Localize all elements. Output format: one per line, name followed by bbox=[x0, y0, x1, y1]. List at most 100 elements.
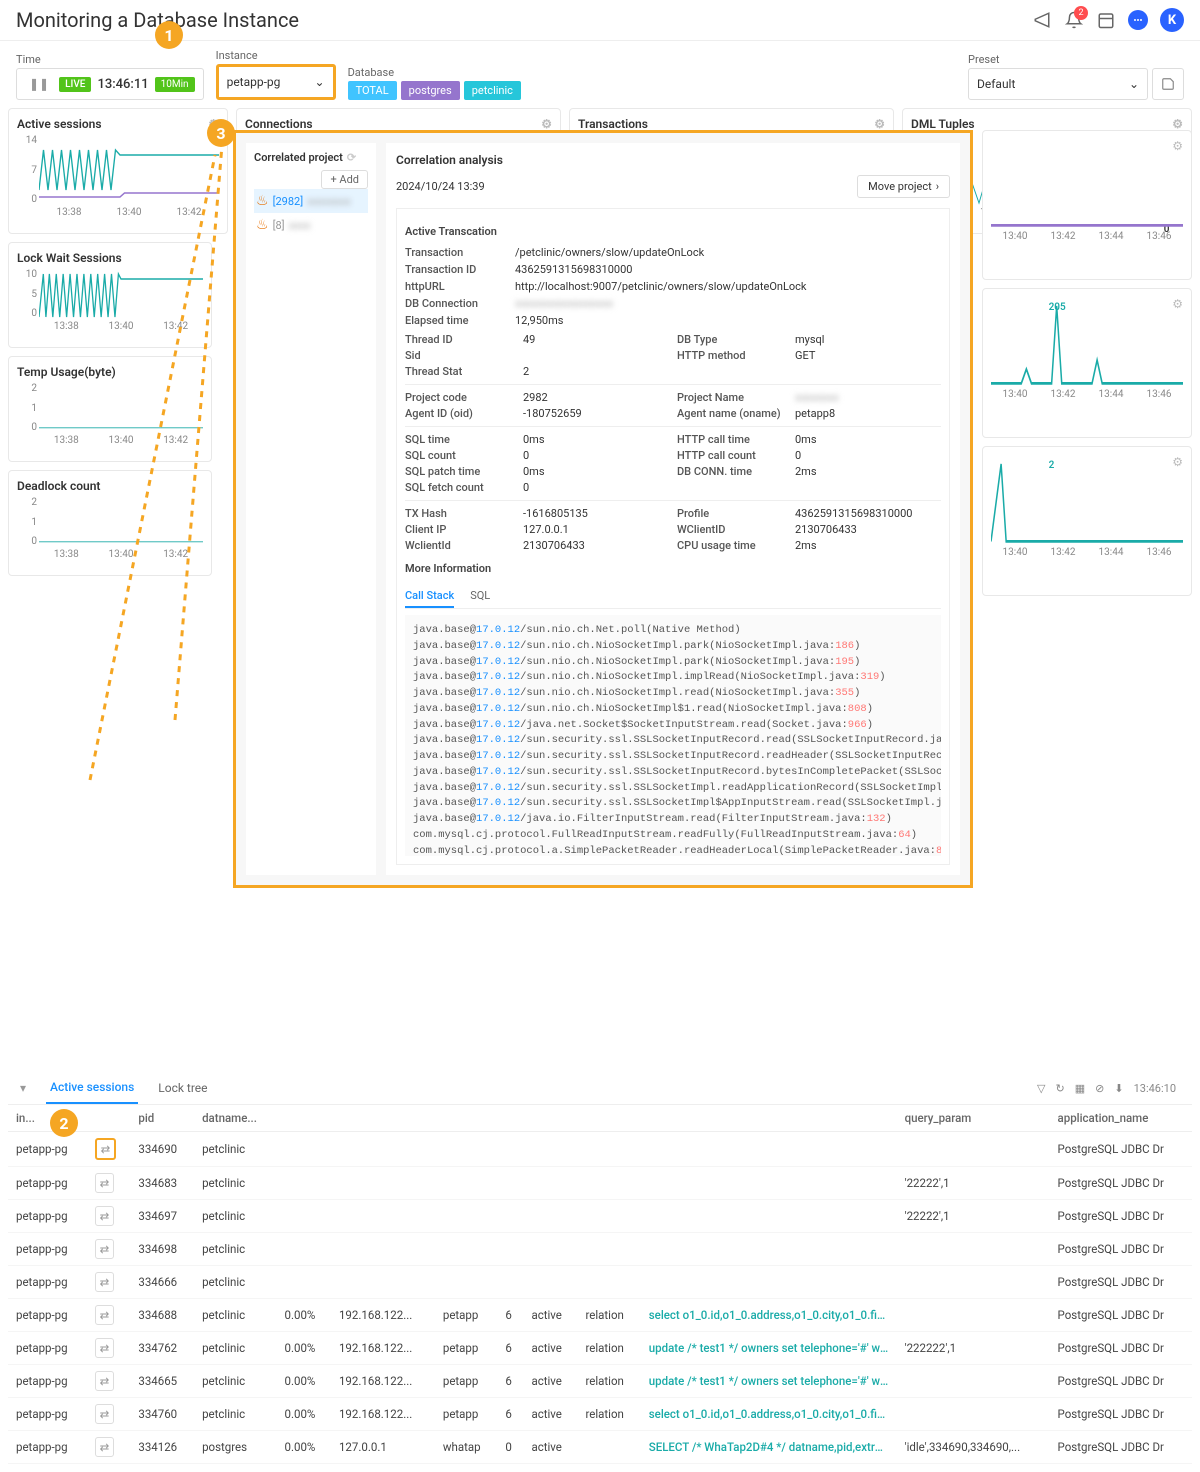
bell-icon[interactable]: 2 bbox=[1064, 10, 1084, 30]
cell-ip: 192.168.122... bbox=[331, 1299, 435, 1332]
table-row[interactable]: petapp-pg ⇄ 334688 petclinic 0.00% 192.1… bbox=[8, 1299, 1192, 1332]
columns-icon[interactable]: ▦ bbox=[1075, 1082, 1085, 1095]
panel-title-active-sessions: Active sessions bbox=[17, 117, 102, 131]
link-icon[interactable]: ⇄ bbox=[95, 1206, 115, 1226]
chevron-down-icon: ⌄ bbox=[315, 75, 325, 89]
cell-query[interactable] bbox=[641, 1233, 897, 1266]
table-row[interactable]: petapp-pg ⇄ 334665 petclinic 0.00% 192.1… bbox=[8, 1365, 1192, 1398]
chat-icon[interactable] bbox=[1128, 10, 1148, 30]
column-header[interactable] bbox=[523, 1105, 577, 1132]
link-icon[interactable]: ⇄ bbox=[95, 1371, 115, 1391]
link-icon[interactable]: ⇄ bbox=[95, 1437, 115, 1457]
kv-value: 2ms bbox=[795, 465, 941, 478]
y-tick: 1 bbox=[17, 403, 37, 414]
section-active-transaction: Active Transcation bbox=[405, 225, 941, 238]
column-header[interactable]: query_param bbox=[897, 1105, 1050, 1132]
gear-icon[interactable]: ⚙ bbox=[541, 117, 552, 131]
preset-select[interactable]: Default ⌄ bbox=[968, 68, 1148, 100]
link-icon[interactable]: ⇄ bbox=[95, 1272, 115, 1292]
tab-active-sessions[interactable]: Active sessions bbox=[46, 1072, 138, 1104]
column-header[interactable] bbox=[641, 1105, 897, 1132]
tab-lock-tree[interactable]: Lock tree bbox=[154, 1073, 211, 1103]
x-tick: 13:40 bbox=[117, 207, 142, 225]
instance-label: Instance bbox=[216, 49, 336, 62]
table-row[interactable]: petapp-pg ⇄ 334690 petclinic PostgreSQL … bbox=[8, 1132, 1192, 1167]
column-header[interactable] bbox=[577, 1105, 640, 1132]
table-row[interactable]: petapp-pg ⇄ 334666 petclinic PostgreSQL … bbox=[8, 1266, 1192, 1299]
column-header[interactable] bbox=[87, 1105, 131, 1132]
add-button[interactable]: + Add bbox=[321, 170, 368, 189]
db-tag[interactable]: TOTAL bbox=[348, 81, 397, 100]
refresh-icon[interactable]: ↻ bbox=[1056, 1082, 1065, 1095]
table-row[interactable]: petapp-pg ⇄ 334697 petclinic '22222',1 P… bbox=[8, 1200, 1192, 1233]
instance-select[interactable]: petapp-pg ⌄ bbox=[216, 64, 336, 100]
kv-key: SQL fetch count bbox=[405, 481, 515, 494]
gear-icon[interactable]: ⚙ bbox=[1172, 117, 1183, 131]
cell-query[interactable]: update /* test1 */ owners set telephone=… bbox=[641, 1332, 897, 1365]
link-icon[interactable]: ⇄ bbox=[95, 1173, 115, 1193]
project-name-blurred: xxxx bbox=[289, 219, 311, 232]
cell-pid: 334665 bbox=[130, 1365, 194, 1398]
table-row[interactable]: petapp-pg ⇄ 334683 petclinic '22222',1 P… bbox=[8, 1167, 1192, 1200]
project-item[interactable]: ♨ [2982] xxxxxxxx bbox=[254, 189, 368, 213]
link-icon[interactable]: ⇄ bbox=[95, 1338, 115, 1358]
link-icon[interactable]: ⇄ bbox=[95, 1404, 115, 1424]
y-tick: 0 bbox=[17, 194, 37, 205]
time-selector[interactable]: ❚❚ LIVE 13:46:11 10Min bbox=[16, 68, 204, 100]
x-tick: 13:44 bbox=[1099, 547, 1124, 565]
db-tag[interactable]: postgres bbox=[401, 81, 460, 100]
link-icon[interactable]: ⇄ bbox=[95, 1138, 117, 1160]
cell-state: active bbox=[523, 1332, 577, 1365]
column-header[interactable] bbox=[331, 1105, 435, 1132]
filter-icon[interactable]: ▽ bbox=[1037, 1082, 1045, 1095]
calendar-icon[interactable] bbox=[1096, 10, 1116, 30]
column-header[interactable] bbox=[276, 1105, 330, 1132]
table-row[interactable]: petapp-pg ⇄ 334698 petclinic PostgreSQL … bbox=[8, 1233, 1192, 1266]
x-tick: 13:40 bbox=[1003, 231, 1028, 249]
y-tick: 7 bbox=[17, 165, 37, 176]
link-icon[interactable]: ⇄ bbox=[95, 1239, 115, 1259]
kv-key: Project code bbox=[405, 391, 515, 404]
expand-icon[interactable]: ▾ bbox=[16, 1081, 30, 1095]
cell-query[interactable]: SELECT /* WhaTap2D#4 */ datname,pid,extr… bbox=[641, 1431, 897, 1464]
move-project-button[interactable]: Move project› bbox=[857, 175, 950, 198]
y-tick: 14 bbox=[17, 135, 37, 146]
column-header[interactable]: application_name bbox=[1050, 1105, 1192, 1132]
cell-query[interactable]: update /* test1 */ owners set telephone=… bbox=[641, 1365, 897, 1398]
column-header[interactable] bbox=[435, 1105, 497, 1132]
save-preset-button[interactable] bbox=[1152, 68, 1184, 100]
cell-proc bbox=[435, 1266, 497, 1299]
project-item[interactable]: ♨ [8] xxxx bbox=[254, 213, 368, 237]
x-tick: 13:46 bbox=[1147, 547, 1172, 565]
table-row[interactable]: petapp-pg ⇄ 334762 petclinic 0.00% 192.1… bbox=[8, 1332, 1192, 1365]
table-row[interactable]: petapp-pg ⇄ 334760 petclinic 0.00% 192.1… bbox=[8, 1398, 1192, 1431]
cell-pct: 0.00% bbox=[276, 1332, 330, 1365]
block-icon[interactable]: ⊘ bbox=[1095, 1082, 1104, 1095]
column-header[interactable] bbox=[497, 1105, 523, 1132]
announce-icon[interactable] bbox=[1032, 10, 1052, 30]
cell-query[interactable]: select o1_0.id,o1_0.address,o1_0.city,o1… bbox=[641, 1299, 897, 1332]
cell-query[interactable] bbox=[641, 1200, 897, 1233]
cell-pid: 334688 bbox=[130, 1299, 194, 1332]
cell-query[interactable] bbox=[641, 1266, 897, 1299]
column-header[interactable]: pid bbox=[130, 1105, 194, 1132]
x-tick: 13:46 bbox=[1147, 389, 1172, 407]
link-icon[interactable]: ⇄ bbox=[95, 1305, 115, 1325]
tab-sql[interactable]: SQL bbox=[470, 585, 490, 608]
column-header[interactable]: datname... bbox=[194, 1105, 276, 1132]
pause-icon[interactable]: ❚❚ bbox=[25, 77, 53, 91]
download-icon[interactable]: ⬇ bbox=[1114, 1082, 1123, 1095]
project-id: [2982] bbox=[273, 195, 304, 208]
y-tick: 10 bbox=[17, 269, 37, 280]
table-row[interactable]: petapp-pg ⇄ 334126 postgres 0.00% 127.0.… bbox=[8, 1431, 1192, 1464]
db-tag[interactable]: petclinic bbox=[464, 81, 521, 100]
cell-query[interactable] bbox=[641, 1167, 897, 1200]
cell-query[interactable]: select o1_0.id,o1_0.address,o1_0.city,o1… bbox=[641, 1398, 897, 1431]
kv-value: 49 bbox=[523, 333, 669, 346]
cell-query[interactable] bbox=[641, 1132, 897, 1167]
tab-callstack[interactable]: Call Stack bbox=[405, 585, 454, 608]
avatar[interactable]: K bbox=[1160, 8, 1184, 32]
mini-chart-panel: ⚙ 2 13:4013:4213:4413:46 bbox=[982, 446, 1192, 596]
gear-icon[interactable]: ⚙ bbox=[874, 117, 885, 131]
cell-n bbox=[497, 1200, 523, 1233]
